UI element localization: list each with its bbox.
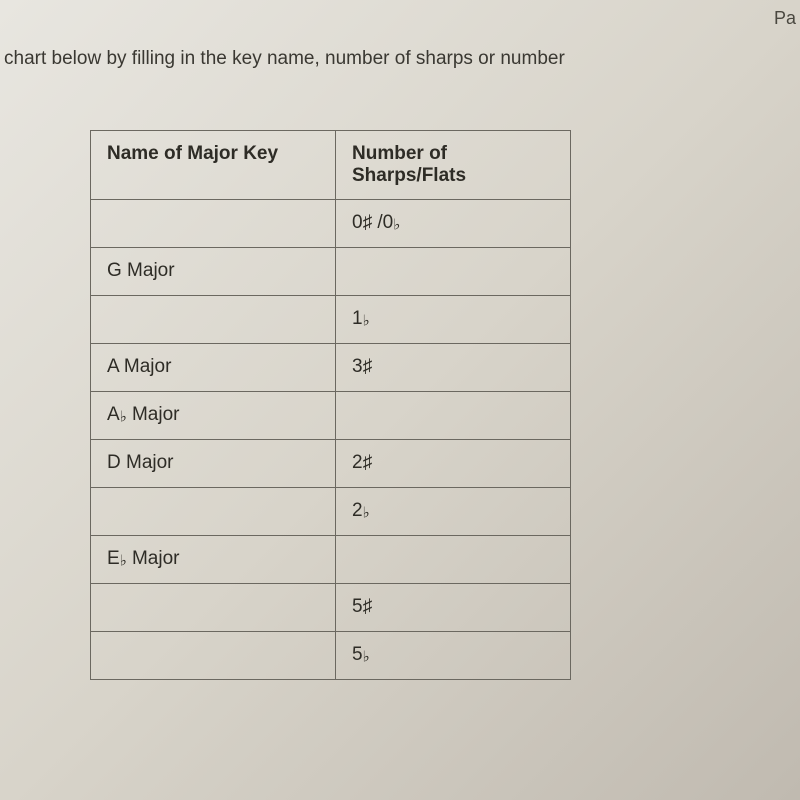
cell-key[interactable] — [91, 296, 336, 344]
table-body: 0♯ /0♭ G Major 1♭ A Major 3♯ A♭ Major D … — [91, 200, 571, 680]
header-sharps-flats: Number of Sharps/Flats — [336, 131, 571, 200]
cell-key[interactable]: G Major — [91, 248, 336, 296]
table-header-row: Name of Major Key Number of Sharps/Flats — [91, 131, 571, 200]
cell-sf[interactable]: 5♭ — [336, 632, 571, 680]
cell-sf[interactable]: 2♯ — [336, 440, 571, 488]
header-sf-line2: Sharps/Flats — [352, 165, 466, 186]
cell-key[interactable] — [91, 632, 336, 680]
cell-sf[interactable]: 5♯ — [336, 584, 571, 632]
cell-sf[interactable] — [336, 248, 571, 296]
table-row: 0♯ /0♭ — [91, 200, 571, 248]
table-row: 5♯ — [91, 584, 571, 632]
cell-sf[interactable] — [336, 536, 571, 584]
table-row: G Major — [91, 248, 571, 296]
cell-key[interactable]: E♭ Major — [91, 536, 336, 584]
table-row: E♭ Major — [91, 536, 571, 584]
cell-sf[interactable]: 3♯ — [336, 344, 571, 392]
table-row: D Major 2♯ — [91, 440, 571, 488]
cell-key[interactable] — [91, 488, 336, 536]
keys-table-container: Name of Major Key Number of Sharps/Flats… — [90, 130, 571, 680]
major-keys-table: Name of Major Key Number of Sharps/Flats… — [90, 130, 571, 680]
cell-key[interactable]: A Major — [91, 344, 336, 392]
table-row: 1♭ — [91, 296, 571, 344]
cell-key[interactable]: A♭ Major — [91, 392, 336, 440]
cell-key[interactable] — [91, 200, 336, 248]
header-key-name: Name of Major Key — [91, 131, 336, 200]
cell-sf[interactable]: 1♭ — [336, 296, 571, 344]
table-row: A♭ Major — [91, 392, 571, 440]
table-row: A Major 3♯ — [91, 344, 571, 392]
header-sf-line1: Number of — [352, 143, 447, 164]
cell-sf[interactable] — [336, 392, 571, 440]
instruction-text: chart below by filling in the key name, … — [0, 48, 800, 70]
page-header-fragment: Pa — [770, 0, 800, 37]
cell-key[interactable] — [91, 584, 336, 632]
table-row: 5♭ — [91, 632, 571, 680]
cell-sf[interactable]: 2♭ — [336, 488, 571, 536]
cell-key[interactable]: D Major — [91, 440, 336, 488]
table-row: 2♭ — [91, 488, 571, 536]
cell-sf[interactable]: 0♯ /0♭ — [336, 200, 571, 248]
